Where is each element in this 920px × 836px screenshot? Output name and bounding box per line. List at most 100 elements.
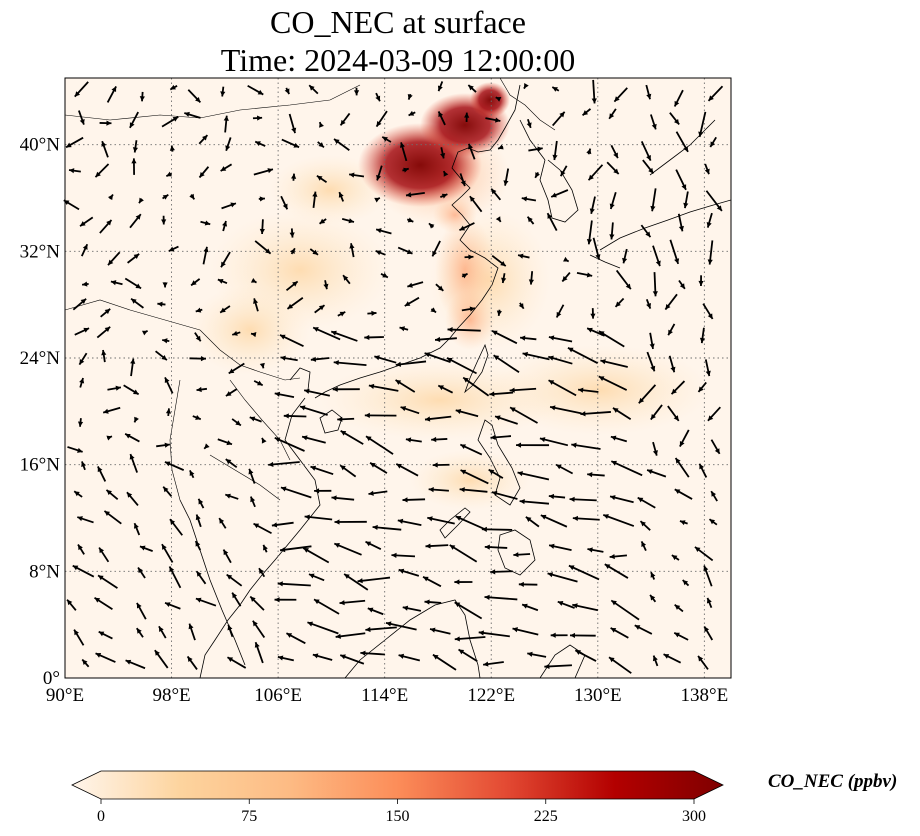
border-thailand-cambodia [209, 454, 281, 501]
wind-vector [277, 581, 311, 587]
wind-vector [674, 604, 684, 613]
wind-vector [484, 594, 518, 601]
wind-vector [548, 355, 573, 365]
wind-vector [323, 280, 329, 290]
lat-tick-label-2: 16°N [20, 455, 61, 476]
wind-vector [513, 552, 531, 558]
wind-vector [694, 546, 714, 562]
wind-vector [640, 540, 647, 552]
wind-vector [102, 406, 121, 414]
colorbar-tick-label-1: 75 [241, 808, 257, 825]
wind-vector [281, 138, 300, 149]
wind-vector [301, 435, 326, 444]
wind-vector [161, 543, 174, 563]
colorbar-tick-label-2: 150 [386, 808, 410, 825]
wind-vector [572, 603, 599, 612]
wind-vector [447, 327, 481, 333]
wind-vector [335, 632, 366, 639]
coastline-vietnam-gulf [289, 367, 311, 391]
wind-vector [385, 621, 417, 631]
wind-vector [286, 632, 306, 645]
lon-tick-label-6: 138°E [681, 685, 729, 706]
wind-vector [428, 222, 435, 229]
wind-vector [284, 87, 290, 95]
wind-vector [698, 275, 704, 286]
wind-vector [364, 412, 397, 418]
wind-vector [519, 335, 537, 341]
border-myanmar-thailand [169, 379, 181, 501]
wind-vector [65, 136, 84, 149]
wind-vector [703, 565, 713, 587]
coastline-liaodong [519, 119, 546, 161]
wind-vector [404, 296, 420, 307]
wind-vector [227, 624, 234, 638]
wind-vector [544, 663, 572, 670]
wind-vector [682, 579, 690, 587]
wind-vector [517, 471, 550, 481]
wind-vector [674, 488, 693, 500]
wind-vector [435, 283, 444, 292]
wind-vector [249, 595, 265, 611]
wind-vector [94, 597, 113, 610]
wind-vector [555, 463, 574, 475]
colorbar-tick-label-3: 225 [534, 808, 558, 825]
wind-vector [512, 627, 539, 636]
wind-vector [280, 486, 312, 499]
wind-vector [186, 655, 198, 670]
wind-vector [637, 496, 656, 509]
wind-vector [649, 332, 655, 350]
wind-vector [250, 332, 257, 338]
wind-vector [640, 141, 652, 161]
coastline-japan [589, 119, 731, 269]
wind-vector [485, 117, 501, 123]
wind-vector [550, 632, 568, 638]
wind-vector [330, 330, 358, 342]
wind-vector [709, 136, 717, 148]
wind-vector [667, 323, 676, 336]
wind-vector [360, 650, 385, 656]
wind-vector [262, 544, 268, 553]
wind-vector [156, 442, 170, 448]
wind-vector [222, 220, 228, 232]
wind-vector [649, 594, 657, 603]
wind-vector [375, 110, 388, 128]
wind-vector [650, 188, 657, 212]
wind-vector [279, 334, 304, 348]
wind-vector [645, 84, 652, 100]
wind-vector [308, 573, 325, 582]
wind-vector [202, 246, 209, 265]
wind-vector [168, 566, 182, 589]
wind-vector [343, 573, 369, 591]
wind-vector [131, 158, 137, 175]
wind-vector [580, 411, 611, 417]
wind-vector [613, 87, 628, 103]
wind-vector [706, 597, 713, 609]
wind-vector [400, 406, 420, 415]
wind-vector [365, 540, 382, 550]
wind-vector [339, 654, 365, 665]
wind-vector [546, 212, 558, 232]
wind-vector [550, 189, 569, 198]
wind-vector [569, 632, 596, 639]
wind-vector [464, 254, 474, 260]
wind-vector [339, 599, 366, 606]
wind-vector [646, 469, 667, 478]
wind-vector [375, 92, 381, 102]
wind-vector [368, 383, 399, 392]
wind-vector [279, 545, 312, 553]
wind-vector [642, 159, 655, 175]
wind-vector [72, 298, 87, 311]
coastline-indochina [199, 397, 321, 678]
wind-vector [431, 436, 448, 443]
wind-vector [227, 656, 247, 669]
wind-vector [428, 487, 449, 493]
wind-vector [164, 376, 174, 394]
wind-vector [254, 641, 264, 664]
wind-vector [349, 172, 365, 178]
wind-vector [652, 245, 661, 267]
wind-vector [440, 147, 446, 159]
map-title: CO_NEC at surface [270, 4, 526, 40]
wind-vector [664, 293, 678, 311]
wind-vector [521, 196, 537, 202]
wind-vector [568, 564, 600, 581]
